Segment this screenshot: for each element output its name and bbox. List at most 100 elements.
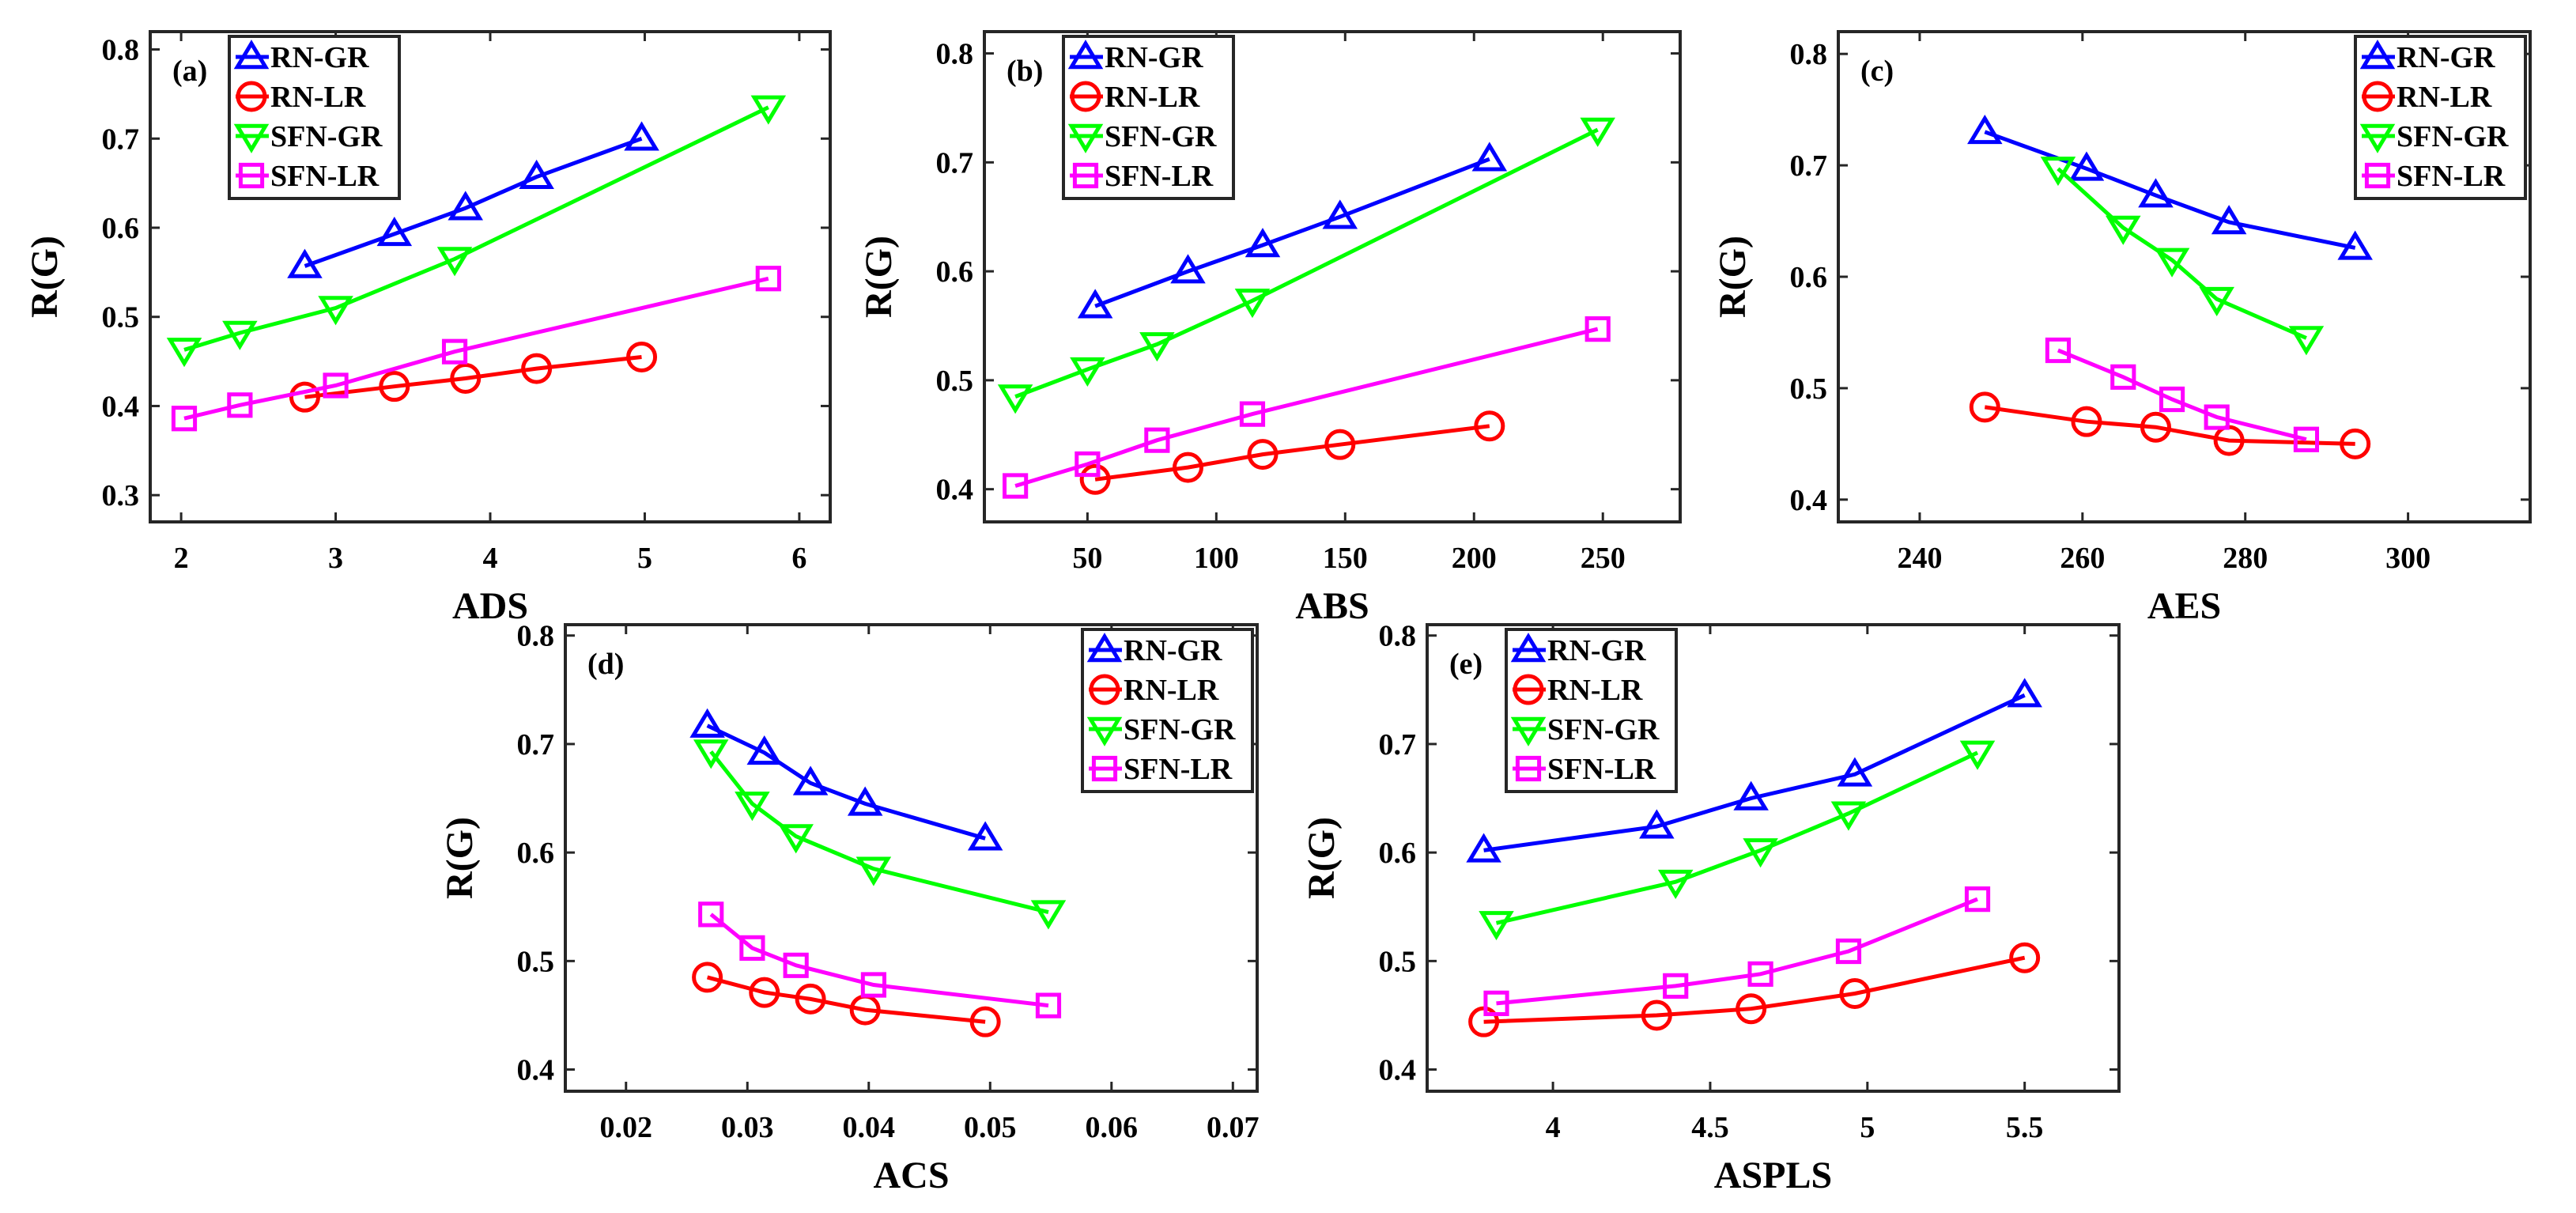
legend-marker-sfn-lr [1072, 162, 1099, 189]
legend-label-rn-lr: RN-LR [1124, 674, 1219, 707]
data-point-sfn-gr [2106, 215, 2141, 245]
data-point-rn-lr [2009, 942, 2041, 973]
legend-label-sfn-gr: SFN-GR [2397, 120, 2509, 153]
data-point-sfn-gr [222, 320, 258, 350]
legend-marker-rn-gr [1510, 633, 1547, 663]
data-point-rn-gr [792, 765, 829, 795]
series-sfn-lr [2045, 337, 2320, 452]
y-tick-label: 0.6 [1790, 261, 1828, 294]
data-point-sfn-gr [2199, 286, 2234, 317]
data-point-rn-lr [2071, 406, 2102, 437]
x-tick-label: 0.07 [1207, 1111, 1260, 1144]
x-tick-label: 6 [791, 542, 806, 575]
series-rn-gr [1967, 114, 2373, 260]
data-point-sfn-lr [2159, 386, 2185, 413]
data-point-sfn-gr [1479, 911, 1514, 941]
data-point-sfn-lr [783, 952, 809, 978]
data-point-sfn-gr [1830, 801, 1867, 831]
data-point-sfn-gr [1959, 740, 1996, 770]
series-line-sfn-lr [709, 913, 1049, 1008]
data-point-rn-lr [2340, 428, 2371, 459]
x-tick-label: 250 [1581, 542, 1626, 575]
data-point-rn-gr [1471, 142, 1508, 172]
legend-marker-sfn-gr [1067, 123, 1104, 153]
legend-label-sfn-lr: SFN-LR [270, 160, 380, 193]
series-sfn-gr [1479, 740, 1996, 941]
data-point-sfn-lr [2045, 337, 2072, 364]
legend-label-rn-lr: RN-LR [1547, 674, 1643, 707]
data-point-rn-lr [1839, 978, 1871, 1010]
series-rn-gr [1466, 678, 2042, 863]
panel-label: (c) [1860, 55, 1894, 88]
data-point-sfn-gr [1657, 869, 1694, 900]
series-line-rn-lr [706, 975, 986, 1024]
y-tick-label: 0.8 [102, 34, 140, 67]
y-tick-label: 0.4 [1790, 484, 1828, 517]
data-point-rn-lr [692, 962, 723, 993]
data-point-sfn-lr [860, 972, 887, 998]
data-point-rn-gr [624, 121, 659, 151]
series-line-sfn-lr [183, 276, 769, 421]
series-rn-lr [289, 341, 658, 413]
legend-marker-rn-gr [233, 40, 270, 70]
legend-label-rn-lr: RN-LR [2397, 81, 2492, 114]
y-tick-label: 0.4 [102, 390, 140, 423]
x-axis-label: ACS [873, 1154, 949, 1196]
y-tick-label: 0.7 [1790, 149, 1828, 183]
x-tick-label: 3 [328, 542, 343, 575]
data-point-sfn-gr [1030, 900, 1067, 930]
series-line-sfn-gr [1495, 750, 1979, 925]
legend-marker-rn-lr [1070, 81, 1101, 112]
data-point-sfn-gr [436, 247, 473, 277]
data-point-rn-gr [1077, 289, 1113, 319]
data-point-rn-gr [519, 159, 554, 189]
data-point-sfn-gr [318, 296, 353, 326]
data-point-sfn-gr [750, 95, 787, 125]
data-point-rn-lr [626, 341, 658, 372]
series-sfn-lr [1003, 316, 1611, 499]
series-rn-lr [1969, 391, 2371, 459]
x-tick-label: 4 [1546, 1111, 1561, 1144]
series-line-rn-gr [1094, 157, 1490, 308]
data-point-rn-gr [2068, 151, 2105, 181]
x-tick-label: 0.04 [843, 1111, 896, 1144]
legend-marker-rn-gr [1067, 40, 1104, 70]
series-sfn-gr [693, 739, 1067, 930]
legend-marker-rn-lr [1513, 674, 1544, 705]
data-point-sfn-lr [1075, 451, 1101, 478]
legend-label-rn-gr: RN-GR [2397, 41, 2495, 74]
data-point-rn-gr [2138, 178, 2174, 208]
legend-label-sfn-lr: SFN-LR [1105, 160, 1214, 193]
data-point-rn-lr [1969, 391, 2000, 423]
series-line-rn-lr [1984, 405, 2355, 446]
data-point-sfn-lr [2204, 404, 2230, 430]
legend-marker-rn-gr [2359, 40, 2396, 70]
legend-label-sfn-lr: SFN-LR [1547, 753, 1656, 786]
data-point-sfn-gr [1743, 838, 1778, 868]
data-point-rn-gr [847, 786, 883, 816]
data-point-rn-lr [1324, 429, 1356, 460]
y-tick-label: 0.6 [1379, 837, 1417, 870]
data-point-sfn-gr [778, 824, 814, 854]
legend-marker-rn-gr [1086, 633, 1123, 663]
data-point-sfn-lr [1964, 886, 1991, 913]
series-line-rn-lr [304, 355, 642, 399]
y-axis-label: R(G) [1301, 817, 1343, 899]
y-tick-label: 0.4 [517, 1054, 555, 1087]
x-tick-label: 0.02 [600, 1111, 653, 1144]
data-point-sfn-lr [1239, 401, 1266, 427]
data-point-rn-gr [1967, 114, 2003, 145]
panel-label: (a) [172, 55, 207, 88]
series-sfn-gr [2040, 157, 2325, 356]
data-point-rn-gr [1322, 199, 1358, 229]
data-point-sfn-gr [856, 856, 892, 886]
y-axis-label: R(G) [24, 236, 66, 318]
series-rn-gr [689, 708, 1003, 851]
data-point-sfn-lr [755, 266, 781, 292]
data-point-rn-lr [1736, 993, 1767, 1025]
data-point-sfn-gr [2154, 248, 2190, 278]
data-point-rn-gr [1466, 833, 1501, 863]
legend-label-rn-gr: RN-GR [270, 41, 369, 74]
data-point-rn-gr [1245, 228, 1281, 258]
